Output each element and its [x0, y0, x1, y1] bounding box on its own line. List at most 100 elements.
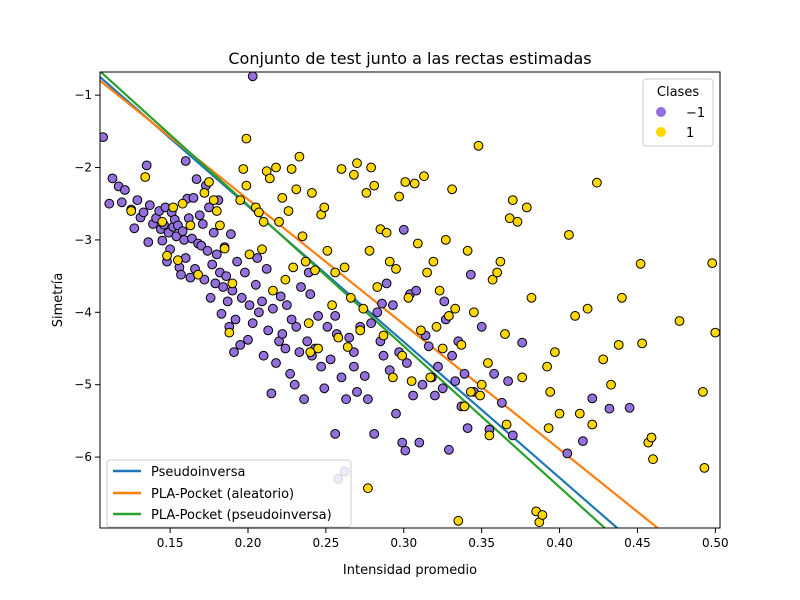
data-point [378, 350, 389, 361]
data-point [274, 216, 285, 227]
data-point [492, 267, 503, 278]
data-point [574, 408, 585, 419]
data-point [475, 390, 486, 401]
data-point [268, 285, 278, 296]
data-point [617, 292, 627, 303]
x-tick-label: 0.20 [235, 536, 262, 550]
data-point [177, 198, 188, 209]
data-point [707, 258, 718, 269]
data-point [104, 198, 115, 209]
data-point [264, 173, 275, 184]
data-point [205, 292, 216, 303]
data-point [257, 244, 267, 255]
data-point [465, 269, 476, 280]
data-point [349, 361, 359, 372]
data-point [444, 311, 454, 321]
data-point [554, 408, 565, 419]
data-point [325, 354, 336, 365]
data-point [204, 202, 214, 213]
data-point [391, 408, 401, 419]
data-point [345, 292, 356, 303]
data-point [140, 172, 151, 182]
data-point [196, 240, 207, 251]
data-point [258, 350, 269, 361]
data-point [388, 372, 398, 383]
data-point [208, 227, 219, 238]
data-point [120, 185, 130, 195]
data-point [476, 321, 487, 332]
data-point [254, 207, 264, 218]
plot-area [99, 71, 721, 529]
data-point [157, 216, 168, 227]
data-point [537, 510, 548, 520]
data-point [219, 243, 230, 254]
data-point [282, 300, 292, 311]
data-point [258, 216, 269, 227]
data-point [235, 195, 246, 206]
data-point [564, 230, 574, 240]
data-point [495, 256, 506, 267]
data-point [268, 303, 278, 314]
data-point [497, 397, 507, 408]
chart-title: Conjunto de test junto a las rectas esti… [228, 49, 591, 68]
data-point [439, 296, 450, 307]
x-tick-label: 0.40 [546, 536, 573, 550]
legend-label-pla-aleatorio: PLA-Pocket (aleatorio) [151, 487, 294, 502]
regression-line-0 [100, 76, 618, 528]
data-point [197, 219, 208, 229]
data-point [412, 238, 423, 249]
series-class-pos [126, 133, 720, 528]
data-point [168, 202, 179, 213]
y-tick-label: −4 [74, 305, 92, 319]
data-point [229, 347, 239, 358]
data-point [462, 245, 473, 256]
data-point [440, 235, 451, 245]
data-point [344, 332, 355, 343]
data-point [227, 278, 238, 289]
data-point [542, 361, 552, 372]
data-point [517, 337, 528, 348]
data-point [204, 177, 214, 187]
data-point [406, 376, 417, 387]
data-point [275, 291, 286, 302]
data-point [699, 463, 710, 473]
data-point [384, 256, 395, 267]
data-point [283, 206, 294, 216]
data-point [333, 332, 344, 343]
data-point [587, 393, 598, 404]
x-tick-label: 0.30 [390, 536, 417, 550]
data-point [297, 231, 308, 242]
data-point [280, 274, 291, 285]
data-point [459, 401, 470, 412]
data-point [180, 156, 191, 166]
data-point [377, 298, 387, 309]
legend-label-pla-pseudoinversa: PLA-Pocket (pseudoinversa) [151, 508, 332, 523]
data-point [484, 430, 495, 441]
data-point [507, 195, 518, 206]
data-point [254, 307, 264, 318]
data-point [257, 296, 267, 307]
data-point [428, 256, 439, 267]
data-point [322, 245, 333, 256]
data-point [280, 343, 291, 354]
data-point [305, 347, 316, 358]
data-point [366, 318, 377, 329]
y-tick-label: −1 [74, 88, 92, 102]
data-point [635, 258, 646, 269]
y-axis-ticks: −1 −2 −3 −4 −5 −6 [74, 88, 100, 464]
data-point [372, 282, 383, 292]
data-point [261, 264, 272, 274]
data-point [422, 267, 433, 278]
data-point [624, 402, 635, 413]
legend-class-neg-label: −1 [686, 106, 705, 121]
data-point [299, 394, 310, 405]
data-point [247, 318, 258, 329]
data-point [310, 265, 320, 276]
data-point [289, 379, 300, 390]
data-point [397, 437, 408, 448]
data-point [409, 178, 420, 189]
data-point [587, 419, 598, 430]
data-point [606, 379, 616, 390]
data-point [366, 162, 377, 173]
data-point [277, 193, 288, 203]
